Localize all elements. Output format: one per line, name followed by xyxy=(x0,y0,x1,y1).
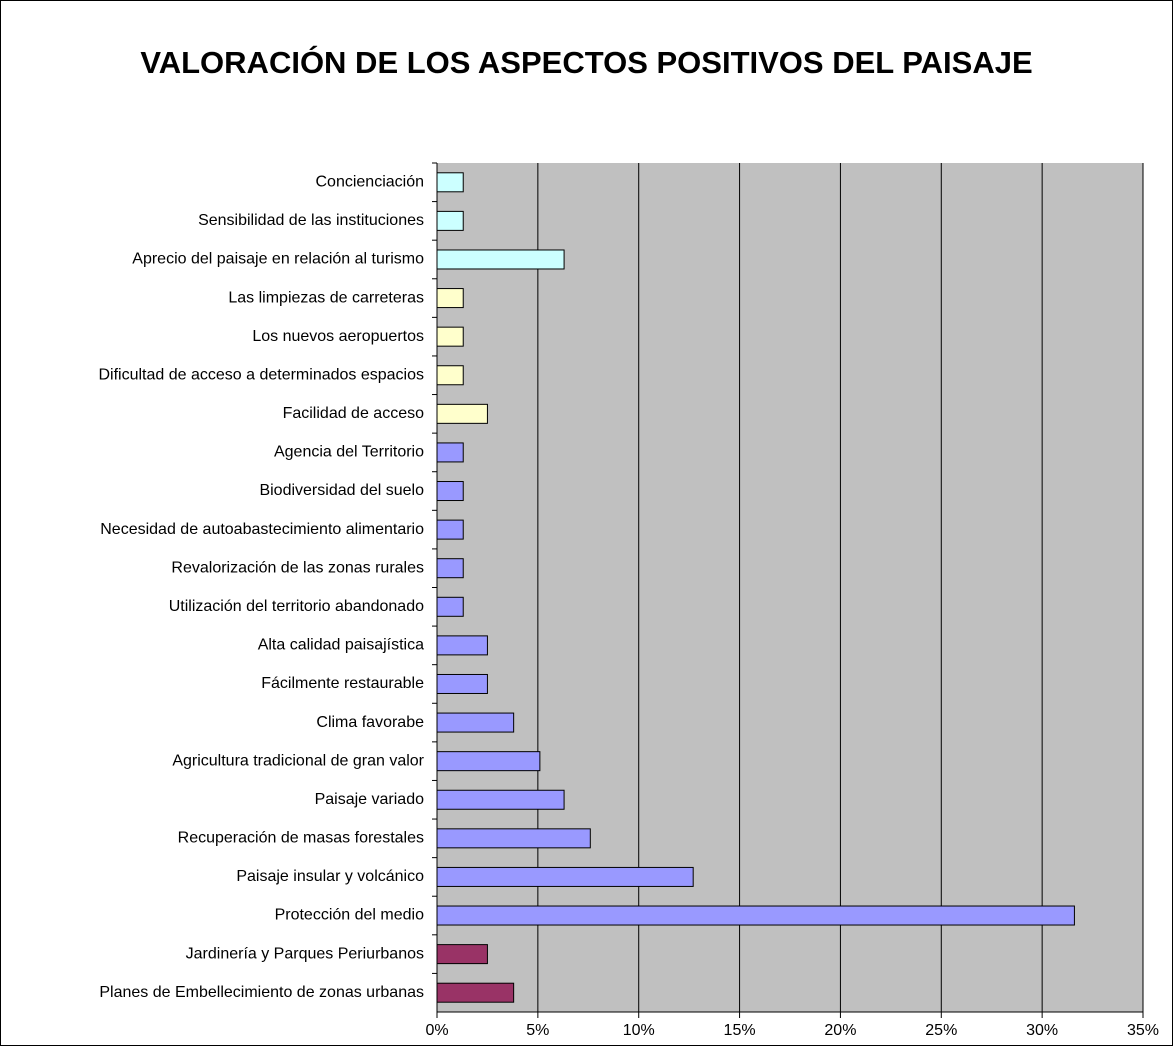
bar xyxy=(436,635,488,656)
y-tick-label: Revalorización de las zonas rurales xyxy=(171,559,424,576)
x-tick-label: 5% xyxy=(526,1022,549,1039)
x-tick-label: 0% xyxy=(425,1022,448,1039)
y-tick-label: Facilidad de acceso xyxy=(283,405,425,422)
bar xyxy=(436,365,464,386)
x-tick-label: 15% xyxy=(724,1022,756,1039)
bar xyxy=(436,712,515,733)
bar xyxy=(436,982,515,1003)
x-tick-label: 25% xyxy=(925,1022,957,1039)
x-tick-label: 35% xyxy=(1127,1022,1159,1039)
bar xyxy=(436,789,565,810)
y-tick-label: Dificultad de acceso a determinados espa… xyxy=(98,366,424,383)
bar xyxy=(436,210,464,231)
y-tick-label: Necesidad de autoabastecimiento alimenta… xyxy=(100,521,424,538)
bar xyxy=(436,558,464,579)
bar xyxy=(436,944,488,965)
y-tick-label: Las limpiezas de carreteras xyxy=(228,289,424,306)
bar xyxy=(436,828,591,849)
chart-title: VALORACIÓN DE LOS ASPECTOS POSITIVOS DEL… xyxy=(140,45,1033,80)
bar xyxy=(436,905,1075,926)
y-tick-label: Biodiversidad del suelo xyxy=(259,482,424,499)
bar xyxy=(436,403,488,424)
bar xyxy=(436,249,565,270)
x-tick-label: 10% xyxy=(623,1022,655,1039)
bar xyxy=(436,481,464,502)
y-tick-label: Sensibilidad de las instituciones xyxy=(198,212,424,229)
y-tick-label: Jardinería y Parques Periurbanos xyxy=(186,945,424,962)
y-tick-label: Los nuevos aeropuertos xyxy=(252,328,424,345)
y-tick-label: Paisaje variado xyxy=(315,791,425,808)
bar xyxy=(436,866,694,887)
y-tick-label: Recuperación de masas forestales xyxy=(178,830,424,847)
bar xyxy=(436,596,464,617)
y-tick-label: Alta calidad paisajística xyxy=(258,637,424,654)
x-tick-label: 30% xyxy=(1026,1022,1058,1039)
bar xyxy=(436,673,488,694)
bar xyxy=(436,751,541,772)
bar xyxy=(436,172,464,193)
bar xyxy=(436,288,464,309)
bar xyxy=(436,442,464,463)
y-tick-label: Protección del medio xyxy=(275,907,425,924)
y-tick-label: Concienciación xyxy=(315,174,424,191)
y-tick-label: Clima favorabe xyxy=(316,714,424,731)
y-tick-label: Paisaje insular y volcánico xyxy=(236,868,424,885)
x-tick-label: 20% xyxy=(824,1022,856,1039)
y-tick-label: Planes de Embellecimiento de zonas urban… xyxy=(99,984,424,1001)
y-tick-label: Aprecio del paisaje en relación al turis… xyxy=(132,251,424,268)
bar xyxy=(436,326,464,347)
bar xyxy=(436,519,464,540)
y-tick-label: Agencia del Territorio xyxy=(274,444,424,461)
y-tick-label: Fácilmente restaurable xyxy=(261,675,424,692)
y-tick-label: Utilización del territorio abandonado xyxy=(169,598,424,615)
y-tick-label: Agricultura tradicional de gran valor xyxy=(172,752,424,769)
